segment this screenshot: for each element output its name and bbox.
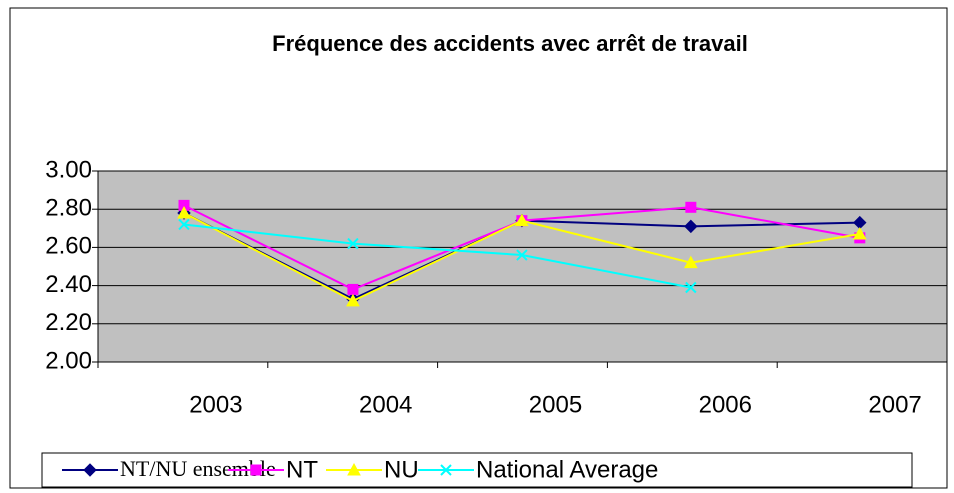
legend-label: NU — [384, 456, 419, 483]
legend — [41, 452, 913, 488]
data-point — [347, 283, 359, 295]
y-tick-label: 3.00 — [45, 156, 92, 183]
x-tick-label: 2004 — [359, 391, 412, 418]
data-point — [684, 219, 698, 234]
x-tick-label: 2003 — [189, 391, 242, 418]
data-point — [347, 237, 359, 250]
y-tick-label: 2.20 — [45, 309, 92, 336]
data-point — [852, 226, 867, 240]
legend-label: National Average — [476, 456, 658, 483]
series-line — [183, 223, 692, 289]
data-point — [685, 281, 697, 294]
chart-title: Fréquence des accidents avec arrêt de tr… — [272, 31, 748, 56]
data-point — [516, 249, 528, 261]
data-point — [178, 218, 190, 231]
legend-label: NT — [286, 456, 318, 483]
data-point — [515, 213, 529, 227]
legend-marker — [347, 462, 361, 476]
y-tick-label: 2.00 — [45, 347, 92, 374]
y-tick-label: 2.40 — [45, 271, 92, 298]
data-point — [684, 255, 698, 269]
legend-marker — [440, 464, 452, 476]
y-tick-label: 2.80 — [45, 195, 92, 222]
x-tick-label: 2007 — [868, 391, 921, 418]
x-tick-label: 2006 — [699, 391, 752, 418]
legend-marker — [250, 464, 262, 476]
legend-marker — [83, 463, 97, 477]
data-point — [346, 293, 360, 307]
data-point — [685, 201, 697, 213]
legend-label: NT/NU ensemble — [120, 456, 276, 481]
plot-area — [97, 170, 948, 363]
x-tick-label: 2005 — [529, 391, 582, 418]
data-point — [177, 205, 191, 219]
y-tick-label: 2.60 — [45, 233, 92, 260]
